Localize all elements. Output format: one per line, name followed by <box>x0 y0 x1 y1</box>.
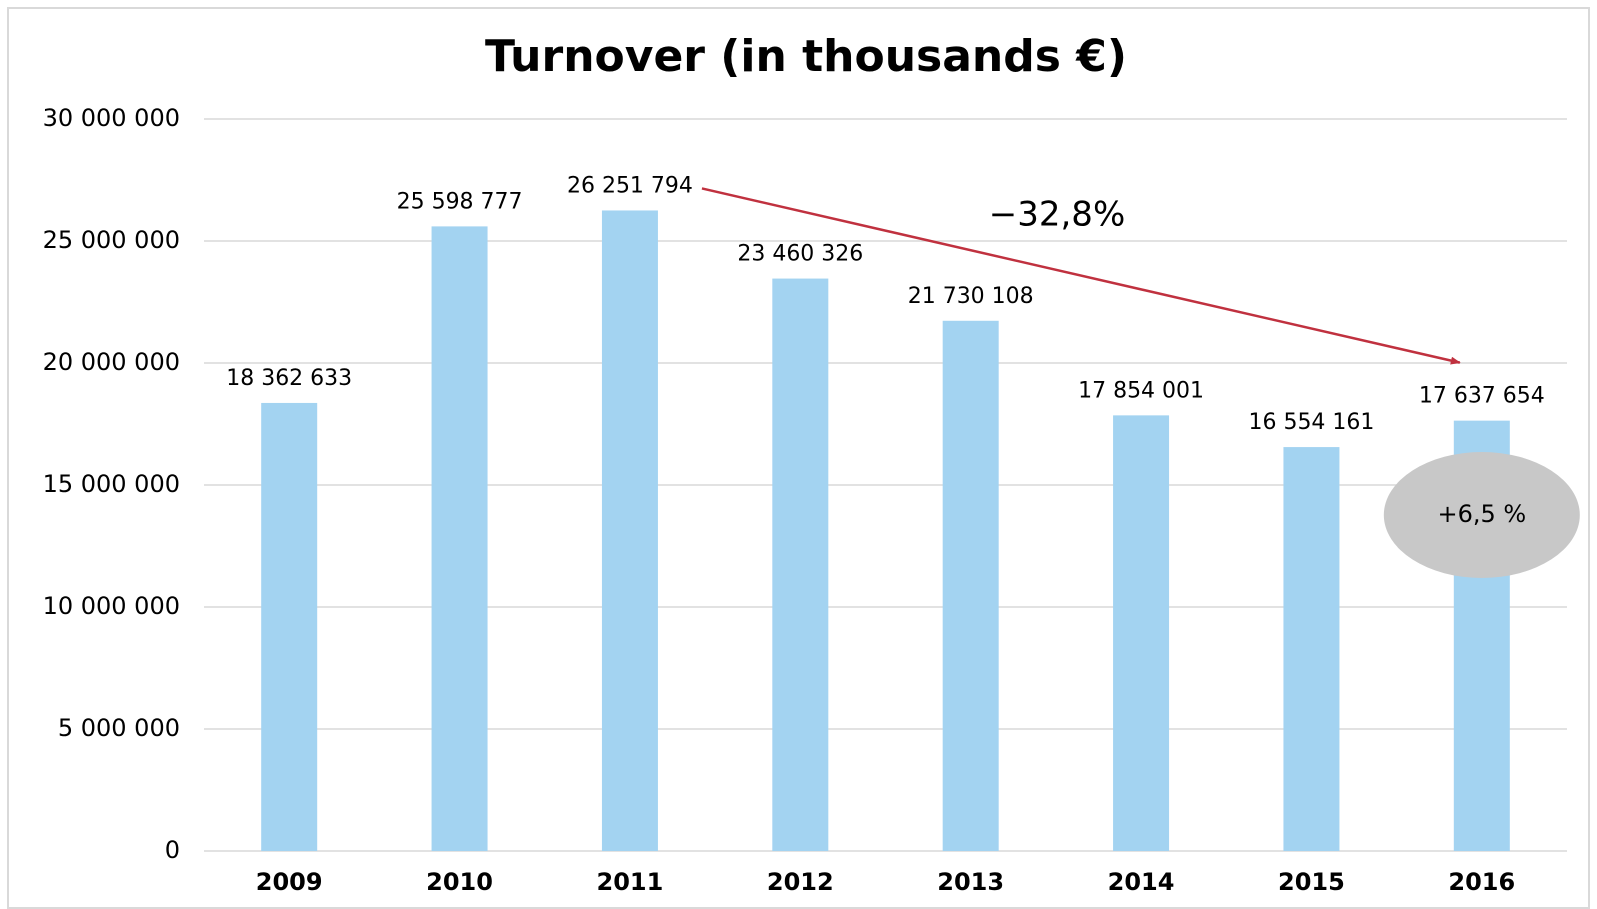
y-tick-label: 15 000 000 <box>43 470 180 498</box>
data-label: 16 554 161 <box>1248 410 1374 435</box>
data-label: 21 730 108 <box>908 284 1034 309</box>
y-tick-label: 5 000 000 <box>58 714 180 742</box>
chart-border <box>7 7 1590 909</box>
data-label: 25 598 777 <box>397 189 523 214</box>
data-label: 18 362 633 <box>226 366 352 391</box>
bar <box>942 320 999 851</box>
trend-arrow <box>701 187 1461 365</box>
badge <box>1383 452 1580 578</box>
x-tick-label: 2015 <box>1278 868 1345 896</box>
x-tick-label: 2011 <box>597 868 664 896</box>
x-tick-label: 2016 <box>1448 868 1515 896</box>
bar <box>431 226 488 852</box>
x-tick-label: 2010 <box>426 868 493 896</box>
y-tick-label: 10 000 000 <box>43 592 180 620</box>
y-tick-label: 20 000 000 <box>43 348 180 376</box>
annotation: +6,5 % <box>1437 500 1526 528</box>
x-tick-label: 2013 <box>937 868 1004 896</box>
y-tick-label: 0 <box>165 836 180 864</box>
bar <box>601 210 658 851</box>
data-label: 26 251 794 <box>567 173 693 198</box>
bar <box>1113 415 1170 851</box>
x-tick-label: 2014 <box>1108 868 1175 896</box>
bar <box>772 278 829 851</box>
data-label: 23 460 326 <box>737 242 863 267</box>
y-tick-label: 30 000 000 <box>43 104 180 132</box>
bar <box>261 402 318 851</box>
annotation: −32,8% <box>989 195 1126 235</box>
bar <box>1283 447 1340 851</box>
x-tick-label: 2009 <box>256 868 323 896</box>
y-tick-label: 25 000 000 <box>43 226 180 254</box>
data-label: 17 637 654 <box>1419 384 1545 409</box>
data-label: 17 854 001 <box>1078 378 1204 403</box>
chart-title: Turnover (in thousands €) <box>485 31 1127 82</box>
x-tick-label: 2012 <box>767 868 834 896</box>
